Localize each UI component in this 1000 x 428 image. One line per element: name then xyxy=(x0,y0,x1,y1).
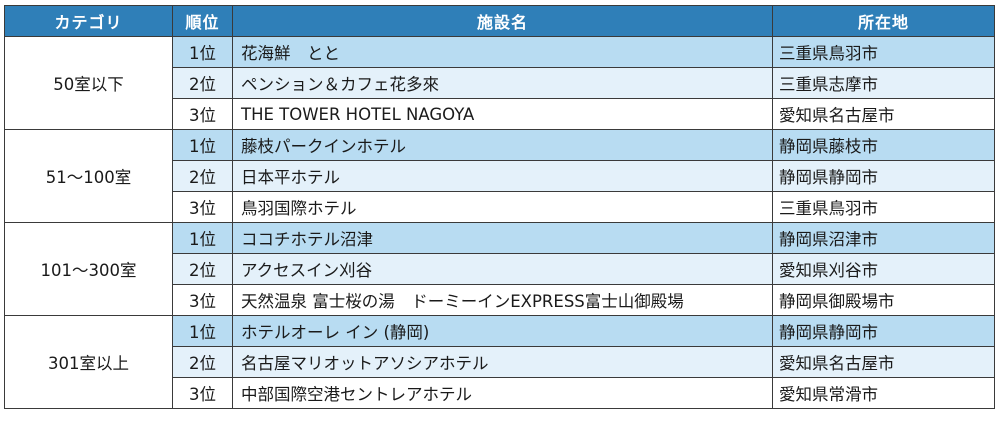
location-cell: 静岡県静岡市 xyxy=(772,315,995,347)
facility-cell: 日本平ホテル xyxy=(232,160,773,192)
facility-cell: 名古屋マリオットアソシアホテル xyxy=(232,346,773,378)
table-row: 3位 中部国際空港セントレアホテル 愛知県常滑市 xyxy=(5,377,995,409)
location-cell: 愛知県常滑市 xyxy=(772,377,995,409)
rank-cell: 2位 xyxy=(172,67,233,99)
category-cell: 301室以上 xyxy=(4,315,173,409)
ranking-table: カテゴリ 順位 施設名 所在地 50室以下 1位 花海鮮 とと 三重県鳥羽市 2… xyxy=(4,5,995,409)
rank-cell: 2位 xyxy=(172,253,233,285)
header-location: 所在地 xyxy=(772,5,995,37)
facility-cell: 天然温泉 富士桜の湯 ドーミーインEXPRESS富士山御殿場 xyxy=(232,284,773,316)
header-facility: 施設名 xyxy=(232,5,773,37)
rank-cell: 2位 xyxy=(172,346,233,378)
location-cell: 静岡県御殿場市 xyxy=(772,284,995,316)
facility-cell: ペンション＆カフェ花多來 xyxy=(232,67,773,99)
facility-cell: ココチホテル沼津 xyxy=(232,222,773,254)
rank-cell: 1位 xyxy=(172,36,233,68)
facility-cell: 鳥羽国際ホテル xyxy=(232,191,773,223)
rank-cell: 3位 xyxy=(172,98,233,130)
category-cell: 50室以下 xyxy=(4,36,173,130)
facility-cell: ホテルオーレ イン (静岡) xyxy=(232,315,773,347)
location-cell: 静岡県沼津市 xyxy=(772,222,995,254)
table-row: 101～300室 1位 ココチホテル沼津 静岡県沼津市 xyxy=(4,222,995,316)
rank-cell: 1位 xyxy=(172,129,233,161)
header-category: カテゴリ xyxy=(4,5,173,37)
location-cell: 静岡県藤枝市 xyxy=(772,129,995,161)
location-cell: 愛知県刈谷市 xyxy=(772,253,995,285)
table-row: 3位 THE TOWER HOTEL NAGOYA 愛知県名古屋市 xyxy=(5,98,995,130)
category-cell: 51～100室 xyxy=(4,129,173,223)
facility-cell: 藤枝パークインホテル xyxy=(232,129,773,161)
table-row: 2位 日本平ホテル 静岡県静岡市 xyxy=(5,160,995,192)
facility-cell: THE TOWER HOTEL NAGOYA xyxy=(232,98,773,130)
location-cell: 三重県志摩市 xyxy=(772,67,995,99)
rank-cell: 2位 xyxy=(172,160,233,192)
table-row: 3位 鳥羽国際ホテル 三重県鳥羽市 xyxy=(5,191,995,223)
table-row: 50室以下 1位 花海鮮 とと 三重県鳥羽市 xyxy=(4,36,995,130)
header-rank: 順位 xyxy=(172,5,233,37)
facility-cell: アクセスイン刈谷 xyxy=(232,253,773,285)
facility-cell: 花海鮮 とと xyxy=(232,36,773,68)
location-cell: 三重県鳥羽市 xyxy=(772,191,995,223)
rank-cell: 3位 xyxy=(172,377,233,409)
category-cell: 101～300室 xyxy=(4,222,173,316)
table-row: 2位 アクセスイン刈谷 愛知県刈谷市 xyxy=(5,253,995,285)
rank-cell: 3位 xyxy=(172,284,233,316)
table-row: 2位 ペンション＆カフェ花多來 三重県志摩市 xyxy=(5,67,995,99)
location-cell: 愛知県名古屋市 xyxy=(772,346,995,378)
rank-cell: 3位 xyxy=(172,191,233,223)
rank-cell: 1位 xyxy=(172,222,233,254)
table-header-row: カテゴリ 順位 施設名 所在地 xyxy=(4,5,995,37)
location-cell: 愛知県名古屋市 xyxy=(772,98,995,130)
rank-cell: 1位 xyxy=(172,315,233,347)
location-cell: 三重県鳥羽市 xyxy=(772,36,995,68)
location-cell: 静岡県静岡市 xyxy=(772,160,995,192)
table-row: 51～100室 1位 藤枝パークインホテル 静岡県藤枝市 xyxy=(4,129,995,223)
table-row: 301室以上 1位 ホテルオーレ イン (静岡) 静岡県静岡市 xyxy=(4,315,995,409)
table-row: 2位 名古屋マリオットアソシアホテル 愛知県名古屋市 xyxy=(5,346,995,378)
facility-cell: 中部国際空港セントレアホテル xyxy=(232,377,773,409)
